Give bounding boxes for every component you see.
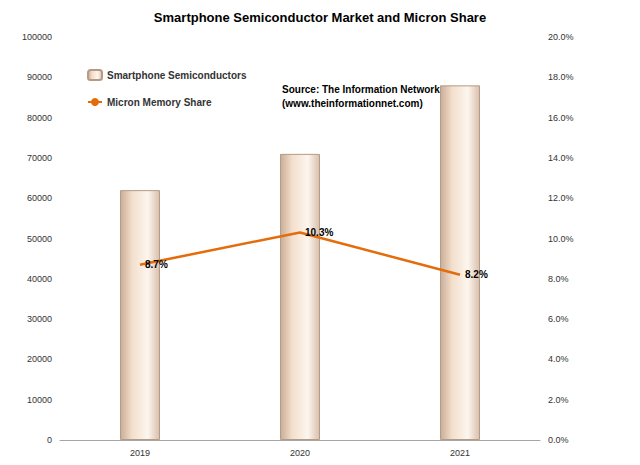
svg-text:(www.theinformationnet.com): (www.theinformationnet.com)	[282, 98, 423, 109]
svg-text:10000: 10000	[27, 395, 52, 405]
svg-text:14.0%: 14.0%	[548, 153, 574, 163]
svg-text:8.7%: 8.7%	[145, 259, 168, 270]
svg-text:16.0%: 16.0%	[548, 113, 574, 123]
svg-text:6.0%: 6.0%	[548, 314, 569, 324]
svg-text:0.0%: 0.0%	[548, 435, 569, 445]
svg-text:20000: 20000	[27, 354, 52, 364]
svg-text:10.3%: 10.3%	[305, 227, 333, 238]
svg-text:80000: 80000	[27, 113, 52, 123]
svg-text:2020: 2020	[290, 448, 310, 458]
svg-text:Smartphone Semiconductor Marke: Smartphone Semiconductor Market and Micr…	[154, 10, 486, 25]
svg-text:2019: 2019	[130, 448, 150, 458]
svg-text:Micron Memory Share: Micron Memory Share	[107, 97, 212, 108]
svg-text:8.2%: 8.2%	[465, 269, 488, 280]
svg-text:18.0%: 18.0%	[548, 72, 574, 82]
svg-text:0: 0	[47, 435, 52, 445]
svg-text:Source: The Information Networ: Source: The Information Network	[282, 84, 440, 95]
svg-text:4.0%: 4.0%	[548, 354, 569, 364]
svg-text:90000: 90000	[27, 72, 52, 82]
svg-text:100000: 100000	[22, 32, 52, 42]
svg-text:60000: 60000	[27, 193, 52, 203]
svg-text:40000: 40000	[27, 274, 52, 284]
svg-text:Smartphone Semiconductors: Smartphone Semiconductors	[107, 70, 247, 81]
svg-text:70000: 70000	[27, 153, 52, 163]
svg-text:2021: 2021	[450, 448, 470, 458]
svg-text:50000: 50000	[27, 234, 52, 244]
svg-text:30000: 30000	[27, 314, 52, 324]
svg-text:12.0%: 12.0%	[548, 193, 574, 203]
svg-text:8.0%: 8.0%	[548, 274, 569, 284]
svg-text:10.0%: 10.0%	[548, 234, 574, 244]
svg-text:20.0%: 20.0%	[548, 32, 574, 42]
svg-text:2.0%: 2.0%	[548, 395, 569, 405]
